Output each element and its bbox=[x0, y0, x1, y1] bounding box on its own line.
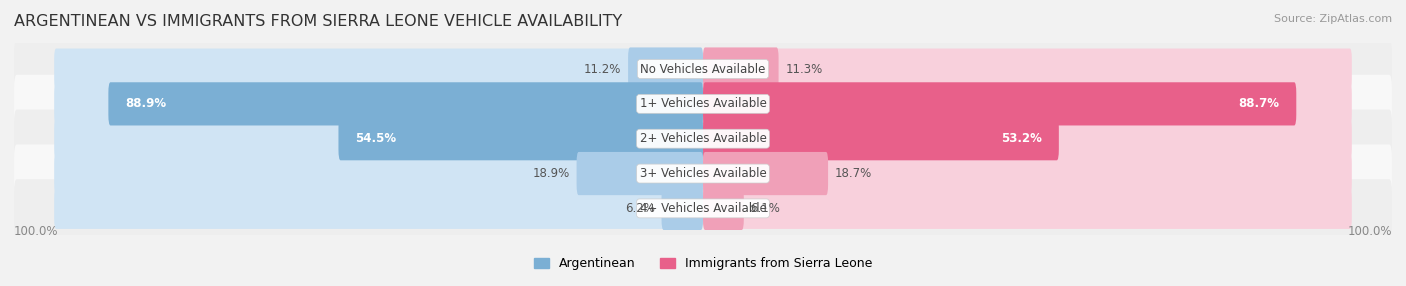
Text: 88.9%: 88.9% bbox=[125, 97, 166, 110]
FancyBboxPatch shape bbox=[55, 83, 703, 124]
FancyBboxPatch shape bbox=[662, 187, 703, 230]
Text: 6.2%: 6.2% bbox=[624, 202, 655, 215]
Text: 11.2%: 11.2% bbox=[583, 63, 621, 76]
FancyBboxPatch shape bbox=[703, 117, 1059, 160]
Text: 1+ Vehicles Available: 1+ Vehicles Available bbox=[640, 97, 766, 110]
FancyBboxPatch shape bbox=[339, 117, 703, 160]
FancyBboxPatch shape bbox=[14, 75, 1392, 133]
FancyBboxPatch shape bbox=[55, 118, 703, 159]
Text: 88.7%: 88.7% bbox=[1239, 97, 1279, 110]
FancyBboxPatch shape bbox=[55, 188, 703, 229]
Text: 11.3%: 11.3% bbox=[786, 63, 823, 76]
FancyBboxPatch shape bbox=[703, 118, 1351, 159]
FancyBboxPatch shape bbox=[14, 110, 1392, 168]
FancyBboxPatch shape bbox=[703, 49, 1351, 90]
Text: 2+ Vehicles Available: 2+ Vehicles Available bbox=[640, 132, 766, 145]
FancyBboxPatch shape bbox=[703, 82, 1296, 126]
Text: ARGENTINEAN VS IMMIGRANTS FROM SIERRA LEONE VEHICLE AVAILABILITY: ARGENTINEAN VS IMMIGRANTS FROM SIERRA LE… bbox=[14, 14, 623, 29]
FancyBboxPatch shape bbox=[628, 47, 703, 91]
FancyBboxPatch shape bbox=[14, 40, 1392, 98]
FancyBboxPatch shape bbox=[55, 153, 703, 194]
Text: 18.7%: 18.7% bbox=[835, 167, 872, 180]
Text: 100.0%: 100.0% bbox=[14, 225, 59, 238]
Text: No Vehicles Available: No Vehicles Available bbox=[640, 63, 766, 76]
FancyBboxPatch shape bbox=[576, 152, 703, 195]
FancyBboxPatch shape bbox=[14, 179, 1392, 237]
Text: 4+ Vehicles Available: 4+ Vehicles Available bbox=[640, 202, 766, 215]
FancyBboxPatch shape bbox=[703, 47, 779, 91]
Text: 53.2%: 53.2% bbox=[1001, 132, 1042, 145]
FancyBboxPatch shape bbox=[14, 144, 1392, 203]
FancyBboxPatch shape bbox=[703, 153, 1351, 194]
Legend: Argentinean, Immigrants from Sierra Leone: Argentinean, Immigrants from Sierra Leon… bbox=[533, 257, 873, 271]
FancyBboxPatch shape bbox=[108, 82, 703, 126]
Text: 54.5%: 54.5% bbox=[356, 132, 396, 145]
FancyBboxPatch shape bbox=[703, 83, 1351, 124]
Text: 18.9%: 18.9% bbox=[533, 167, 569, 180]
FancyBboxPatch shape bbox=[703, 187, 744, 230]
Text: 3+ Vehicles Available: 3+ Vehicles Available bbox=[640, 167, 766, 180]
Text: Source: ZipAtlas.com: Source: ZipAtlas.com bbox=[1274, 14, 1392, 24]
Text: 100.0%: 100.0% bbox=[1347, 225, 1392, 238]
FancyBboxPatch shape bbox=[703, 152, 828, 195]
Text: 6.1%: 6.1% bbox=[751, 202, 780, 215]
FancyBboxPatch shape bbox=[55, 49, 703, 90]
FancyBboxPatch shape bbox=[703, 188, 1351, 229]
